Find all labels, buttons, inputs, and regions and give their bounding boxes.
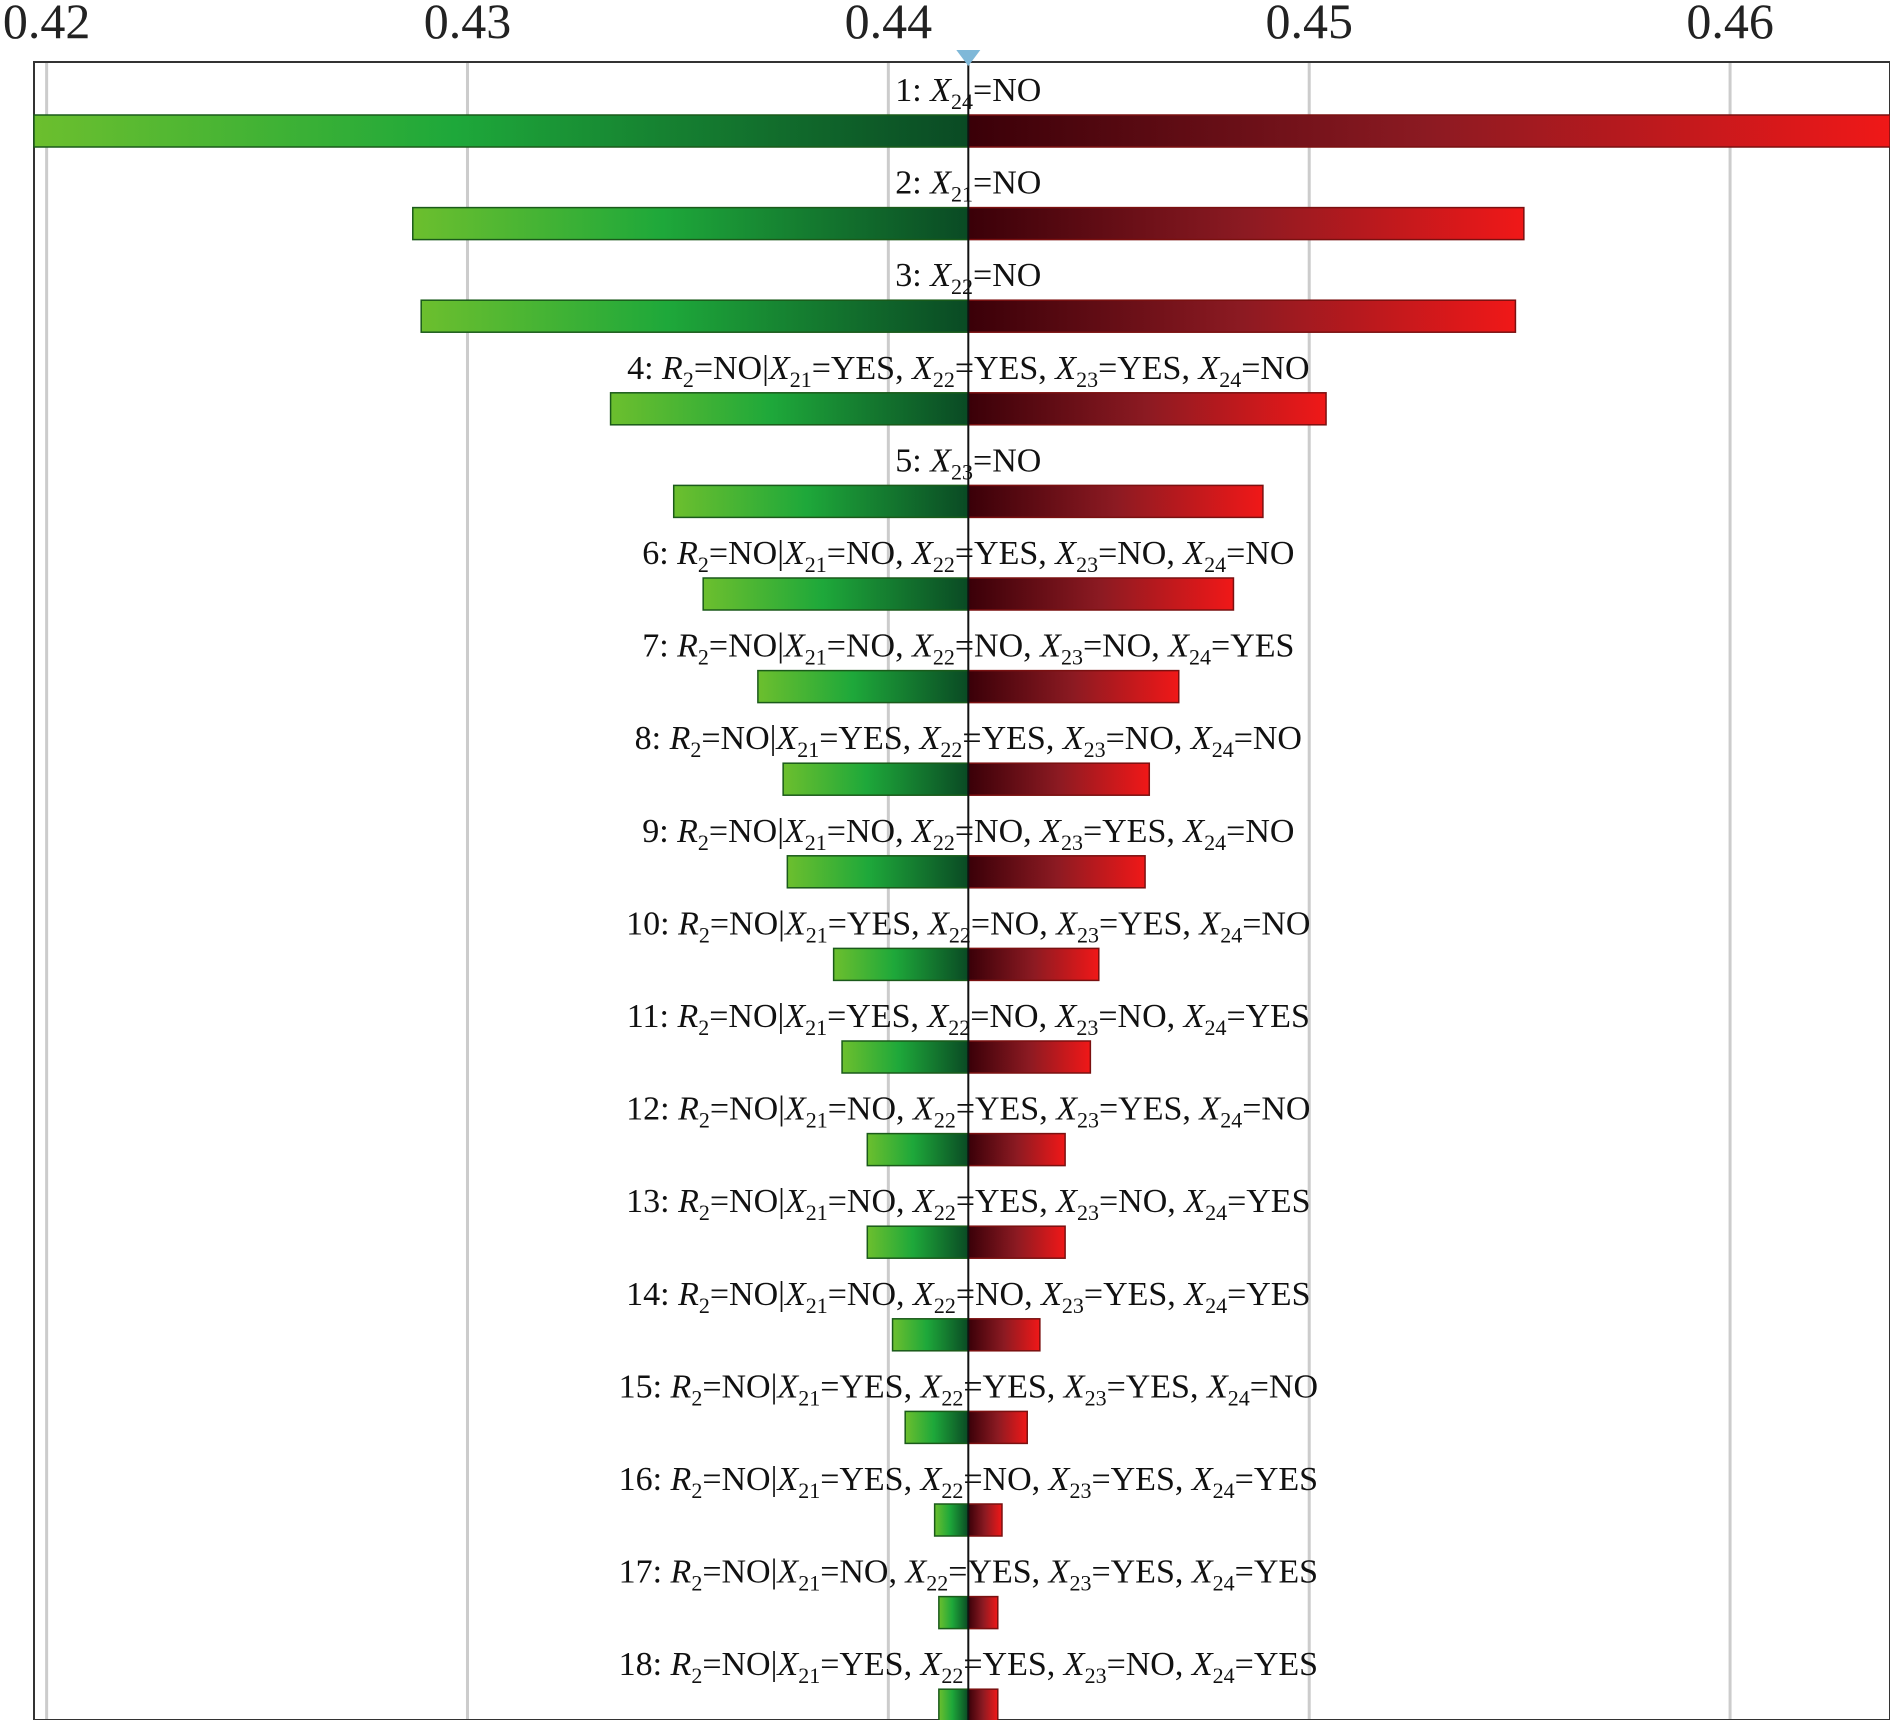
bar-label: 10: R2=NO|X21=YES, X22=NO, X23=YES, X24=…	[626, 905, 1310, 947]
base-value-marker	[956, 50, 981, 66]
bar-low	[938, 1688, 970, 1720]
bar-high	[967, 1410, 1028, 1445]
bar-label: 6: R2=NO|X21=NO, X22=YES, X23=NO, X24=NO	[642, 535, 1294, 577]
bar-high	[967, 1595, 999, 1630]
bar-label: 8: R2=NO|X21=YES, X22=YES, X23=NO, X24=N…	[635, 720, 1302, 762]
grid-lines	[45, 62, 1732, 1720]
bar-label: 18: R2=NO|X21=YES, X22=YES, X23=NO, X24=…	[619, 1646, 1318, 1688]
bar-high	[967, 1688, 999, 1720]
bar-label: 5: X23=NO	[895, 442, 1041, 484]
bar-low	[866, 1132, 970, 1167]
bars	[33, 114, 1890, 1720]
bar-low	[702, 577, 970, 611]
bar-high	[967, 669, 1180, 704]
bar-label: 15: R2=NO|X21=YES, X22=YES, X23=YES, X24…	[619, 1368, 1318, 1410]
bar-label: 9: R2=NO|X21=NO, X22=NO, X23=YES, X24=NO	[642, 813, 1294, 855]
bar-label: 3: X22=NO	[895, 257, 1041, 299]
bar-low	[938, 1595, 970, 1630]
bar-high	[967, 855, 1146, 889]
bar-high	[967, 206, 1525, 241]
bar-high	[967, 392, 1327, 426]
bar-low	[904, 1410, 970, 1445]
bar-high	[967, 947, 1100, 982]
x-tick-label: 0.45	[1265, 0, 1353, 49]
bar-low	[609, 392, 970, 426]
x-tick-label: 0.44	[845, 0, 933, 49]
bar-high	[967, 577, 1235, 611]
bar-high	[967, 762, 1151, 796]
x-tick-label: 0.46	[1686, 0, 1774, 49]
bar-label: 12: R2=NO|X21=NO, X22=YES, X23=YES, X24=…	[626, 1091, 1310, 1133]
bar-label: 16: R2=NO|X21=YES, X22=NO, X23=YES, X24=…	[619, 1461, 1318, 1503]
bar-label: 13: R2=NO|X21=NO, X22=YES, X23=NO, X24=Y…	[626, 1183, 1310, 1225]
bar-label: 2: X21=NO	[895, 165, 1041, 207]
bar-high	[967, 484, 1264, 519]
bar-low	[420, 299, 970, 333]
bar-high	[967, 299, 1517, 333]
bar-label: 17: R2=NO|X21=NO, X22=YES, X23=YES, X24=…	[619, 1554, 1318, 1596]
bar-label: 7: R2=NO|X21=NO, X22=NO, X23=NO, X24=YES	[642, 628, 1294, 670]
bar-low	[841, 1040, 970, 1074]
bar-low	[866, 1225, 970, 1259]
bar-low	[33, 114, 970, 148]
bar-low	[832, 947, 970, 982]
bar-low	[757, 669, 970, 704]
bar-low	[672, 484, 970, 519]
bar-high	[967, 1503, 1003, 1537]
bar-high	[967, 1132, 1066, 1167]
x-tick-label: 0.43	[424, 0, 512, 49]
bar-labels: 1: X24=NO2: X21=NO3: X22=NO4: R2=NO|X21=…	[619, 72, 1318, 1688]
bar-low	[786, 855, 970, 889]
bar-low	[933, 1503, 970, 1537]
bar-high	[967, 114, 1890, 148]
bar-low	[412, 206, 970, 241]
bar-high	[967, 1040, 1092, 1074]
bar-high	[967, 1318, 1041, 1352]
bar-label: 11: R2=NO|X21=YES, X22=NO, X23=NO, X24=Y…	[627, 998, 1310, 1040]
bar-label: 4: R2=NO|X21=YES, X22=YES, X23=YES, X24=…	[627, 350, 1309, 392]
bar-label: 14: R2=NO|X21=NO, X22=NO, X23=YES, X24=Y…	[626, 1276, 1310, 1318]
x-axis-tick-labels: 0.42 0.43 0.44 0.45 0.46	[3, 0, 1774, 49]
bar-low	[782, 762, 970, 796]
x-tick-label: 0.42	[3, 0, 91, 49]
bar-low	[891, 1318, 970, 1352]
bar-high	[967, 1225, 1066, 1259]
plot-frame	[33, 61, 1890, 1720]
